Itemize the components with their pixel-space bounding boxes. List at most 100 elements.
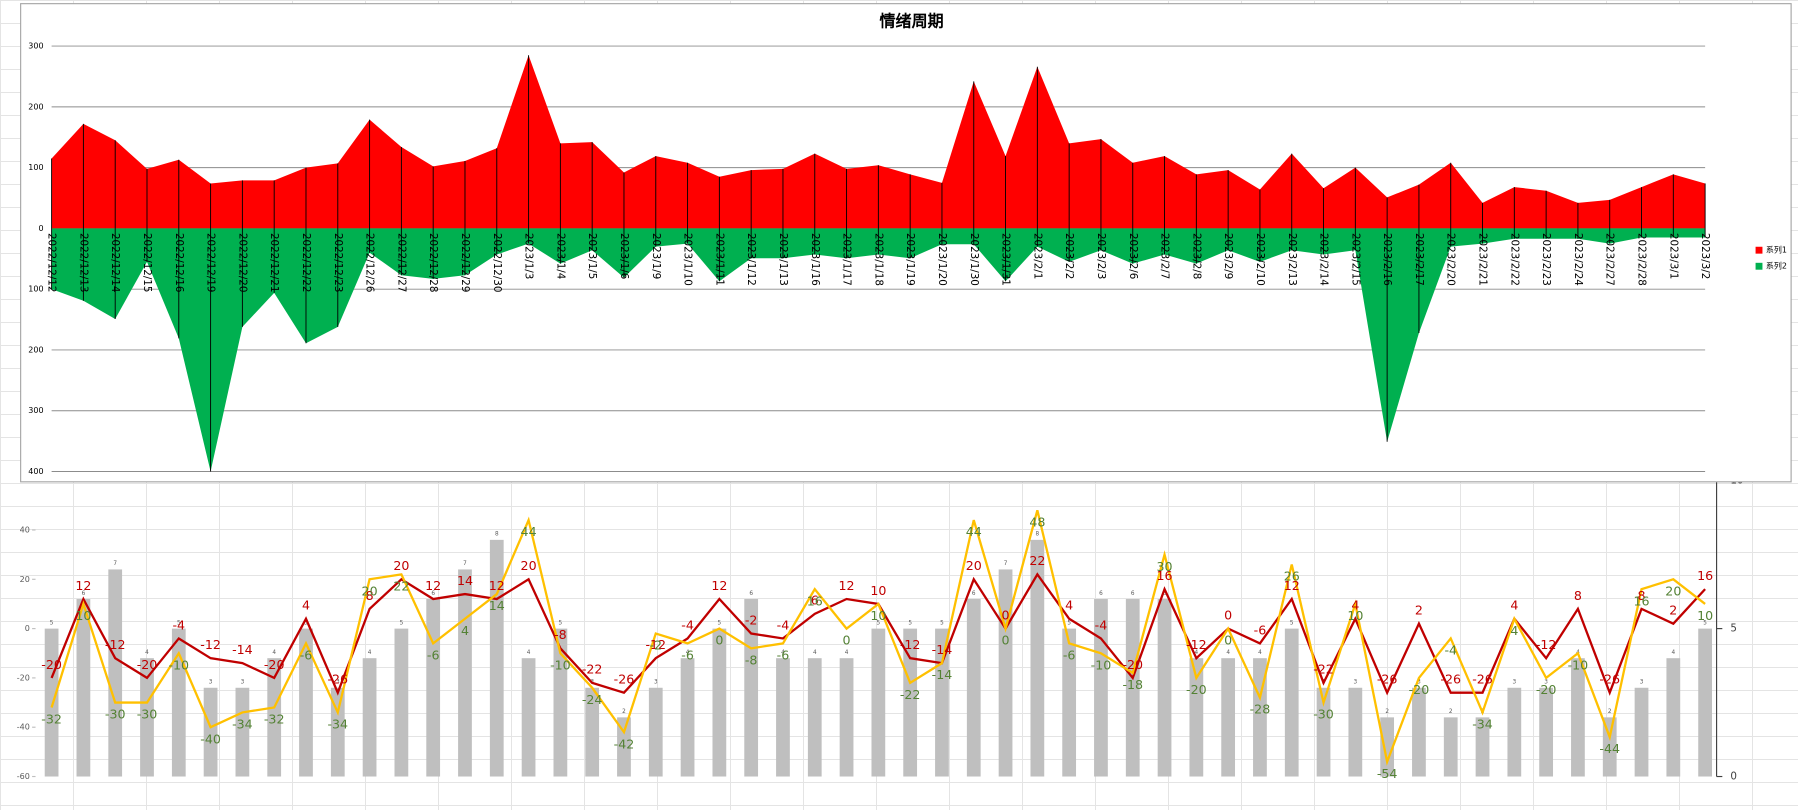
data-label: -10 [1091, 657, 1112, 672]
data-label: -28 [1250, 702, 1271, 717]
data-label: 8 [1574, 588, 1582, 603]
bar-label: 6 [1099, 591, 1103, 597]
bar [1443, 717, 1458, 777]
bar [807, 658, 822, 777]
data-label: 12 [489, 578, 505, 593]
data-label: -14 [932, 642, 953, 657]
bar [203, 687, 218, 777]
y-tick-label: 100 [28, 163, 43, 172]
data-label: -12 [645, 637, 666, 652]
bar [871, 628, 886, 777]
data-label: 12 [425, 578, 441, 593]
x-tick-label: 2023/2/8 [1190, 233, 1202, 279]
bar [998, 569, 1013, 777]
bar-label: 4 [1226, 650, 1230, 656]
bar [1189, 658, 1204, 777]
data-label: 44 [521, 524, 537, 539]
data-label: -6 [300, 648, 313, 663]
x-tick-label: 2023/2/15 [1349, 233, 1361, 286]
data-label: -26 [614, 672, 635, 687]
bar-label: 6 [972, 591, 976, 597]
data-label: -26 [1440, 672, 1461, 687]
x-tick-label: 2023/2/20 [1445, 233, 1457, 286]
data-label: 0 [715, 633, 723, 648]
bar-label: 5 [877, 620, 881, 626]
bar [521, 658, 536, 777]
x-tick-label: 2023/1/30 [968, 233, 980, 286]
data-label: 6 [811, 593, 819, 608]
chart-title: 情绪周期 [880, 12, 944, 31]
x-tick-label: 2023/1/16 [809, 233, 821, 286]
x-tick-label: 2022/12/28 [427, 233, 439, 292]
legend-swatch [1755, 262, 1763, 270]
data-label: -6 [1063, 648, 1076, 663]
bar [235, 687, 250, 777]
bar-label: 3 [1417, 680, 1421, 686]
data-label: 4 [1065, 598, 1073, 613]
x-tick-label: 2023/3/1 [1667, 233, 1679, 279]
bar-label: 5 [940, 620, 944, 626]
data-label: -6 [427, 648, 440, 663]
data-label: 4 [302, 598, 310, 613]
data-label: -26 [1599, 672, 1620, 687]
data-label: -4 [681, 617, 694, 632]
y-tick-label: 0 [38, 224, 43, 233]
bar-label: 7 [1004, 561, 1008, 567]
data-label: 20 [393, 558, 409, 573]
bar [1539, 687, 1554, 777]
data-label: 10 [870, 583, 886, 598]
data-label: 2 [1415, 603, 1423, 618]
data-label: -22 [900, 687, 921, 702]
bar [1634, 687, 1649, 777]
data-label: 14 [457, 573, 473, 588]
bar-label: 3 [1544, 680, 1548, 686]
data-label: 14 [489, 598, 505, 613]
y-tick-label: 0 [25, 624, 30, 633]
data-label: -22 [1313, 662, 1334, 677]
bar-label: 6 [749, 591, 753, 597]
x-tick-label: 2023/1/6 [618, 233, 630, 279]
x-tick-label: 2022/12/13 [77, 233, 89, 292]
data-label: 26 [1284, 569, 1300, 584]
bar-label: 8 [495, 532, 499, 538]
data-label: -10 [550, 657, 571, 672]
x-tick-label: 2022/12/14 [109, 233, 121, 292]
bar [680, 658, 695, 777]
x-tick-label: 2023/3/2 [1699, 233, 1711, 279]
data-label: -4 [173, 617, 186, 632]
data-label: 8 [1638, 588, 1646, 603]
x-tick-label: 2022/12/19 [205, 233, 217, 292]
data-label: 20 [362, 583, 378, 598]
x-tick-label: 2023/2/23 [1540, 233, 1552, 286]
y-tick-label: -20 [17, 673, 30, 682]
legend-label: 系列1 [1766, 245, 1787, 255]
data-label: -10 [1568, 657, 1589, 672]
data-label: -34 [327, 717, 348, 732]
data-label: 12 [75, 578, 91, 593]
bar [1157, 599, 1172, 777]
bar [839, 658, 854, 777]
data-label: -6 [777, 648, 790, 663]
bar [108, 569, 123, 777]
bar-label: 5 [718, 620, 722, 626]
y-tick-label: 20 [20, 575, 30, 584]
data-label: -26 [1377, 672, 1398, 687]
bar-label: 8 [1036, 532, 1040, 538]
data-label: 16 [1697, 568, 1713, 583]
data-label: 0 [1002, 633, 1010, 648]
bar [903, 628, 918, 777]
bar [44, 628, 59, 777]
x-tick-label: 2023/2/17 [1413, 233, 1425, 286]
data-label: -14 [932, 667, 953, 682]
x-tick-label: 2023/2/28 [1636, 233, 1648, 286]
x-tick-label: 2023/2/10 [1254, 233, 1266, 286]
bar-label: 5 [1290, 620, 1294, 626]
bar [76, 599, 91, 777]
bar [617, 717, 631, 777]
x-tick-label: 2022/12/30 [491, 233, 503, 292]
x-tick-label: 2023/2/22 [1508, 233, 1520, 286]
data-label: 22 [393, 578, 409, 593]
data-label: -2 [745, 612, 758, 627]
x-tick-label: 2023/2/13 [1286, 233, 1298, 286]
data-label: -20 [1122, 657, 1143, 672]
